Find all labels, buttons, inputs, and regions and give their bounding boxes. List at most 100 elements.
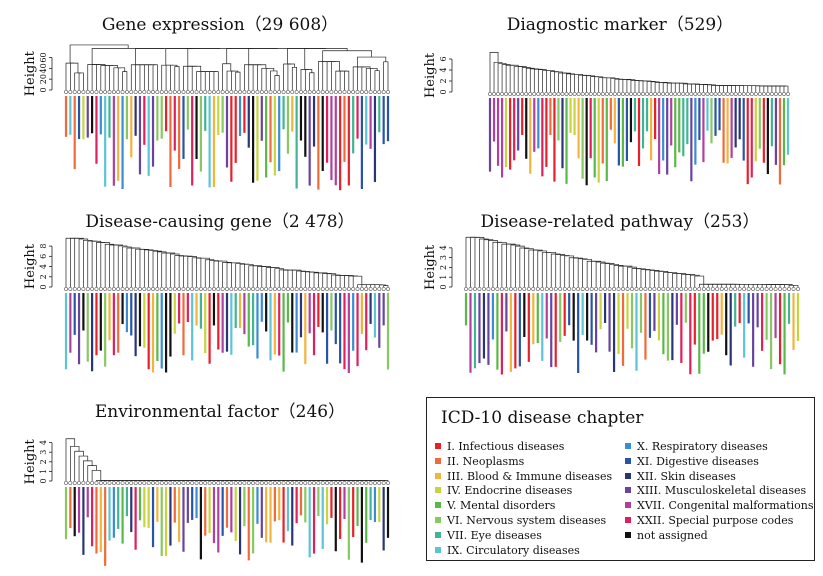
chart-diagnostic-marker: Diagnostic marker（529） 0 2 4 6 Height xyxy=(423,6,810,206)
leaf-marker xyxy=(98,287,103,291)
leaf-marker xyxy=(359,481,364,485)
leaf-marker xyxy=(665,287,670,291)
leaf-marker xyxy=(643,287,648,291)
dendrogram-branch xyxy=(296,270,306,287)
leaf-marker xyxy=(316,90,321,94)
dendrogram-branch xyxy=(344,70,350,90)
leaf-marker xyxy=(377,287,382,291)
leaf-marker xyxy=(787,287,791,291)
leaf-marker xyxy=(372,90,377,94)
leaf-marker xyxy=(242,287,247,291)
leaf-marker xyxy=(564,92,569,96)
legend-box: ICD-10 disease chapter I. Infectious dis… xyxy=(426,397,815,561)
legend-label: XXII. Special purpose codes xyxy=(637,514,794,527)
leaf-marker xyxy=(198,90,203,94)
leaf-marker xyxy=(769,287,774,291)
leaf-marker xyxy=(377,481,382,485)
dendrogram-branch xyxy=(650,81,660,92)
dendrogram-branch xyxy=(525,67,535,92)
dendrogram-branch xyxy=(775,284,785,287)
leaf-marker xyxy=(81,287,86,291)
leaf-marker xyxy=(107,287,112,291)
leaf-marker xyxy=(207,287,212,291)
leaf-marker xyxy=(203,287,208,291)
dendrogram-branch xyxy=(383,285,389,287)
legend-swatch xyxy=(435,517,441,523)
leaf-marker xyxy=(665,92,670,96)
leaf-marker xyxy=(64,481,68,485)
leaf-marker xyxy=(68,90,73,94)
dendrogram-branch xyxy=(113,244,123,287)
leaf-marker xyxy=(207,90,212,94)
dendrogram-branch xyxy=(226,262,236,287)
dendrogram-branch xyxy=(113,67,122,90)
dendrogram-branch xyxy=(735,85,745,92)
legend-swatch xyxy=(625,457,631,464)
leaf-marker xyxy=(190,481,195,485)
legend-entry: X. Respiratory diseases xyxy=(625,440,768,453)
dendrogram-branch xyxy=(157,251,167,287)
dendrogram-branch xyxy=(570,73,579,92)
leaf-marker xyxy=(229,287,234,291)
leaf-marker xyxy=(782,92,786,96)
leaf-marker xyxy=(151,90,155,94)
leaf-marker xyxy=(386,481,390,485)
leaf-marker xyxy=(233,481,238,485)
leaf-marker xyxy=(688,287,693,291)
leaf-marker xyxy=(364,90,369,94)
y-tick-label: 0 xyxy=(39,284,48,289)
leaf-marker xyxy=(194,287,199,291)
y-tick-label: 0 xyxy=(439,284,448,289)
leaf-marker xyxy=(677,92,682,96)
leaf-marker xyxy=(368,287,373,291)
leaf-marker xyxy=(98,90,103,94)
dendrogram-branch xyxy=(582,75,592,92)
dendrogram-branch xyxy=(339,274,350,287)
legend-label: XI. Digestive diseases xyxy=(637,454,759,468)
leaf-marker xyxy=(151,481,155,485)
dendrogram-branch xyxy=(65,237,75,287)
leaf-marker xyxy=(120,90,125,94)
dendrogram-branch xyxy=(559,255,570,287)
leaf-marker xyxy=(674,287,679,291)
leaf-marker xyxy=(598,287,603,291)
dendrogram-branch xyxy=(694,275,705,287)
dendrogram-branch xyxy=(222,63,232,90)
leaf-marker xyxy=(138,90,142,94)
legend-entry: not assigned xyxy=(625,529,708,542)
leaf-marker xyxy=(721,92,726,96)
leaf-marker xyxy=(697,287,702,291)
y-tick-label: 60 xyxy=(39,52,48,62)
leaf-marker xyxy=(381,90,386,94)
leaf-marker xyxy=(495,287,500,291)
y-tick-label: 0 xyxy=(39,87,48,92)
leaf-marker xyxy=(760,287,765,291)
dendrogram-branch xyxy=(130,64,140,90)
leaf-marker xyxy=(359,287,364,291)
leaf-marker xyxy=(594,287,599,291)
dendrogram-branch xyxy=(135,248,145,287)
legend-label: V. Mental disorders xyxy=(447,499,556,513)
dendrogram-branch xyxy=(91,470,102,481)
leaf-marker xyxy=(251,287,256,291)
leaf-marker xyxy=(277,287,282,291)
leaf-marker xyxy=(592,92,597,96)
dendrogram-branch xyxy=(663,272,673,287)
leaf-marker xyxy=(294,481,299,485)
leaf-marker xyxy=(588,92,593,96)
dendrogram-branch xyxy=(257,266,267,287)
dendrogram-branch xyxy=(591,260,601,287)
leaf-marker xyxy=(464,287,468,291)
leaf-marker xyxy=(316,481,321,485)
leaf-marker xyxy=(216,481,221,485)
y-tick-label: 40 xyxy=(39,63,48,73)
leaf-marker xyxy=(782,287,787,291)
leaf-marker xyxy=(536,92,541,96)
leaf-marker xyxy=(111,90,116,94)
leaf-marker xyxy=(303,287,308,291)
leaf-marker xyxy=(142,287,147,291)
dendrogram-branch xyxy=(541,252,552,287)
leaf-marker xyxy=(307,90,312,94)
dendrogram-branch xyxy=(139,248,150,287)
